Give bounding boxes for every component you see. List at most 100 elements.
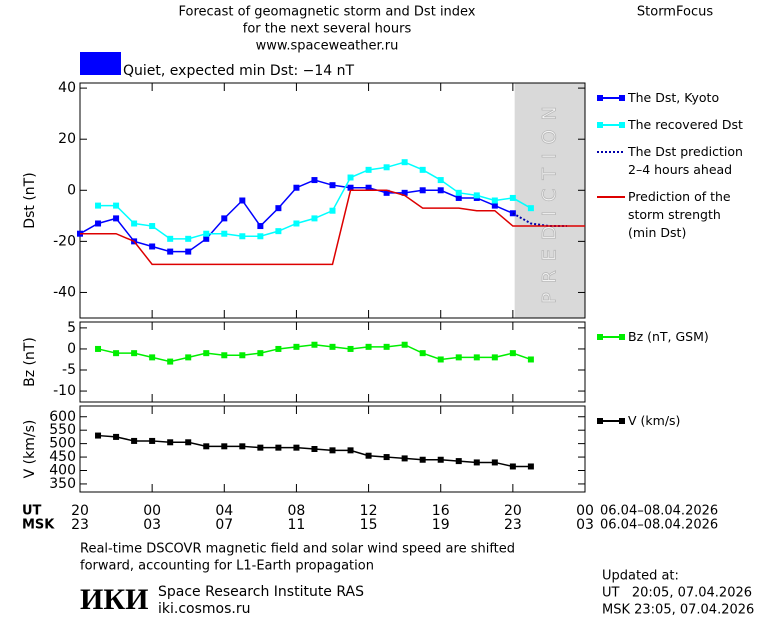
series-point	[383, 454, 390, 461]
y-tick-label: 0	[67, 182, 76, 198]
y-tick-label: -5	[62, 362, 76, 378]
series-point	[455, 194, 462, 201]
x-tick-label: 00	[576, 503, 594, 519]
series-point	[113, 202, 120, 209]
legend-marker	[619, 122, 625, 128]
series-point	[491, 197, 498, 204]
legend-label: Prediction of the storm strength (min Ds…	[628, 189, 731, 240]
x-tick-label: 11	[288, 517, 306, 533]
institute: Space Research Institute RAS	[158, 584, 364, 600]
title: Forecast of geomagnetic storm and Dst in…	[178, 5, 475, 20]
series-point	[347, 345, 354, 352]
series-point	[95, 432, 102, 439]
updated-ut: UT 20:05, 07.04.2026	[602, 586, 752, 601]
series-point	[257, 350, 264, 357]
series-point	[203, 443, 210, 450]
y-tick-label: 0	[67, 341, 76, 357]
site: iki.cosmos.ru	[158, 601, 250, 617]
legend-swatch	[597, 418, 625, 424]
series-point	[437, 187, 444, 194]
series-point	[185, 439, 192, 446]
legend-swatch	[597, 196, 625, 198]
legend: Bz (nT, GSM)	[597, 328, 709, 346]
series-point	[221, 443, 228, 450]
series-point	[113, 350, 120, 357]
y-axis-label: Bz (nT)	[22, 337, 38, 387]
series-point	[293, 220, 300, 227]
series-point	[365, 452, 372, 459]
legend-label: The Dst prediction 2–4 hours ahead	[628, 144, 743, 177]
status-swatch	[80, 52, 121, 75]
series-point	[293, 343, 300, 350]
series-point	[239, 352, 246, 359]
x-tick-label: 04	[215, 503, 233, 519]
series-point	[167, 248, 174, 255]
x-tick-label: 07	[215, 517, 233, 533]
y-tick-label: -40	[53, 284, 76, 300]
legend-label: The Dst, Kyoto	[628, 90, 720, 105]
updated-msk: MSK 23:05, 07.04.2026	[602, 603, 754, 618]
legend-entry: The recovered Dst	[597, 116, 743, 134]
series-point	[95, 220, 102, 227]
series-point	[239, 233, 246, 240]
y-tick-label: 20	[58, 131, 76, 147]
series-point	[473, 192, 480, 199]
series-point	[257, 233, 264, 240]
series-point	[275, 205, 282, 212]
series-point	[113, 215, 120, 222]
y-tick-label: 400	[49, 463, 76, 479]
series-point	[293, 184, 300, 191]
legend-entry: The Dst, Kyoto	[597, 89, 743, 107]
series-point	[437, 456, 444, 463]
brand: StormFocus	[637, 5, 713, 20]
series-point	[329, 447, 336, 454]
series-point	[455, 458, 462, 465]
legend-marker	[619, 418, 625, 424]
plot-frame	[79, 405, 586, 493]
series-point	[383, 343, 390, 350]
series-point	[149, 243, 156, 250]
series-point	[509, 463, 516, 470]
legend: The Dst, Kyoto The recovered Dst The Dst p…	[597, 89, 743, 242]
series-point	[455, 354, 462, 361]
series-point	[95, 345, 102, 352]
x-tick-label: 19	[432, 517, 450, 533]
series-point	[419, 456, 426, 463]
series-point	[473, 354, 480, 361]
legend-label: The recovered Dst	[628, 117, 743, 132]
legend-entry: Prediction of the storm strength (min Ds…	[597, 188, 743, 242]
series-point	[347, 174, 354, 181]
series-point	[329, 182, 336, 189]
legend-entry: V (km/s)	[597, 412, 680, 430]
series-point	[185, 248, 192, 255]
series-point	[149, 354, 156, 361]
series-point	[185, 354, 192, 361]
status-text: Quiet, expected min Dst: −14 nT	[123, 63, 355, 79]
series-point	[185, 235, 192, 242]
series-point	[203, 350, 210, 357]
series-point	[221, 230, 228, 237]
series-point	[365, 166, 372, 173]
series-point	[329, 343, 336, 350]
series-point	[383, 189, 390, 196]
legend: V (km/s)	[597, 412, 680, 430]
series-point	[239, 197, 246, 204]
prediction-zone	[514, 83, 585, 318]
series-point	[311, 215, 318, 222]
plot-frame	[79, 82, 586, 319]
x-tick-label: 20	[71, 503, 89, 519]
note: forward, accounting for L1-Earth propaga…	[80, 559, 374, 574]
date-range: 06.04–08.04.2026	[600, 504, 718, 519]
date-range: 06.04–08.04.2026	[600, 518, 718, 533]
series-point	[419, 166, 426, 173]
series-point	[365, 343, 372, 350]
legend-entry: Bz (nT, GSM)	[597, 328, 709, 346]
series-point	[167, 235, 174, 242]
series-line	[512, 212, 567, 228]
legend-marker	[597, 95, 603, 101]
x-tick-label: 00	[143, 503, 161, 519]
legend-label: V (km/s)	[628, 413, 681, 428]
series-point	[95, 202, 102, 209]
series-point	[113, 433, 120, 440]
